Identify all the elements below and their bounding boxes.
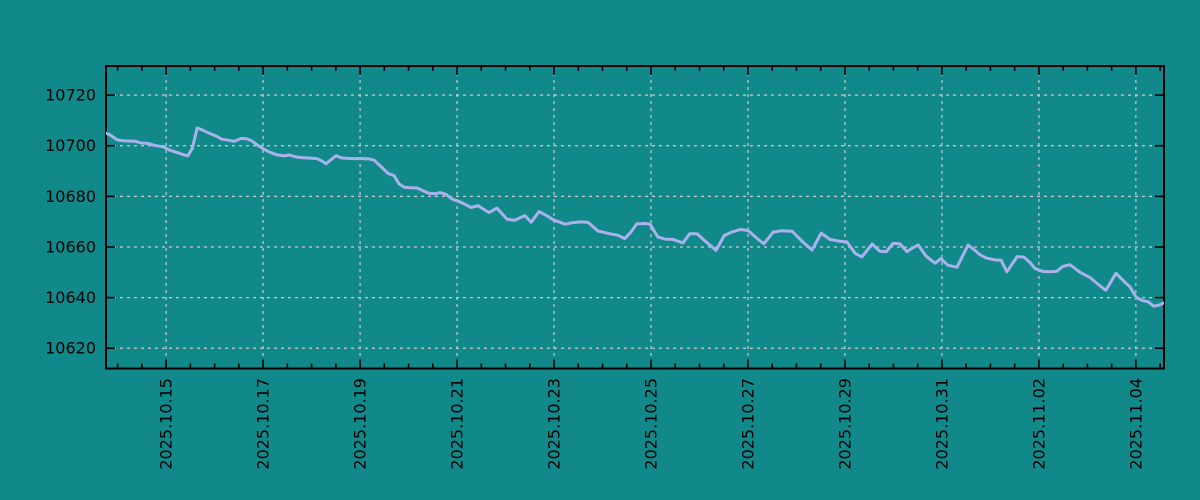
x-tick-label: 2025.11.02 <box>1029 378 1048 470</box>
x-tick-label: 2025.10.27 <box>738 378 757 470</box>
y-tick-label: 10700 <box>45 136 96 155</box>
x-tick-label: 2025.10.25 <box>642 378 661 470</box>
plot-frame <box>105 65 1165 370</box>
x-tick-label: 2025.10.23 <box>545 378 564 470</box>
x-tick-label: 2025.11.04 <box>1126 378 1145 470</box>
y-tick-label: 10680 <box>45 187 96 206</box>
x-tick-label: 2025.10.31 <box>932 378 951 470</box>
x-tick-label: 2025.10.19 <box>351 378 370 470</box>
y-tick-label: 10640 <box>45 288 96 307</box>
x-tick-label: 2025.10.21 <box>448 378 467 470</box>
x-tick-label: 2025.10.15 <box>157 378 176 470</box>
x-tick-label: 2025.10.17 <box>254 378 273 470</box>
x-tick-label: 2025.10.29 <box>835 378 854 470</box>
y-tick-label: 10660 <box>45 237 96 256</box>
y-tick-label: 10720 <box>45 86 96 105</box>
series-line-instances <box>106 126 1164 308</box>
y-tick-label: 10620 <box>45 339 96 358</box>
